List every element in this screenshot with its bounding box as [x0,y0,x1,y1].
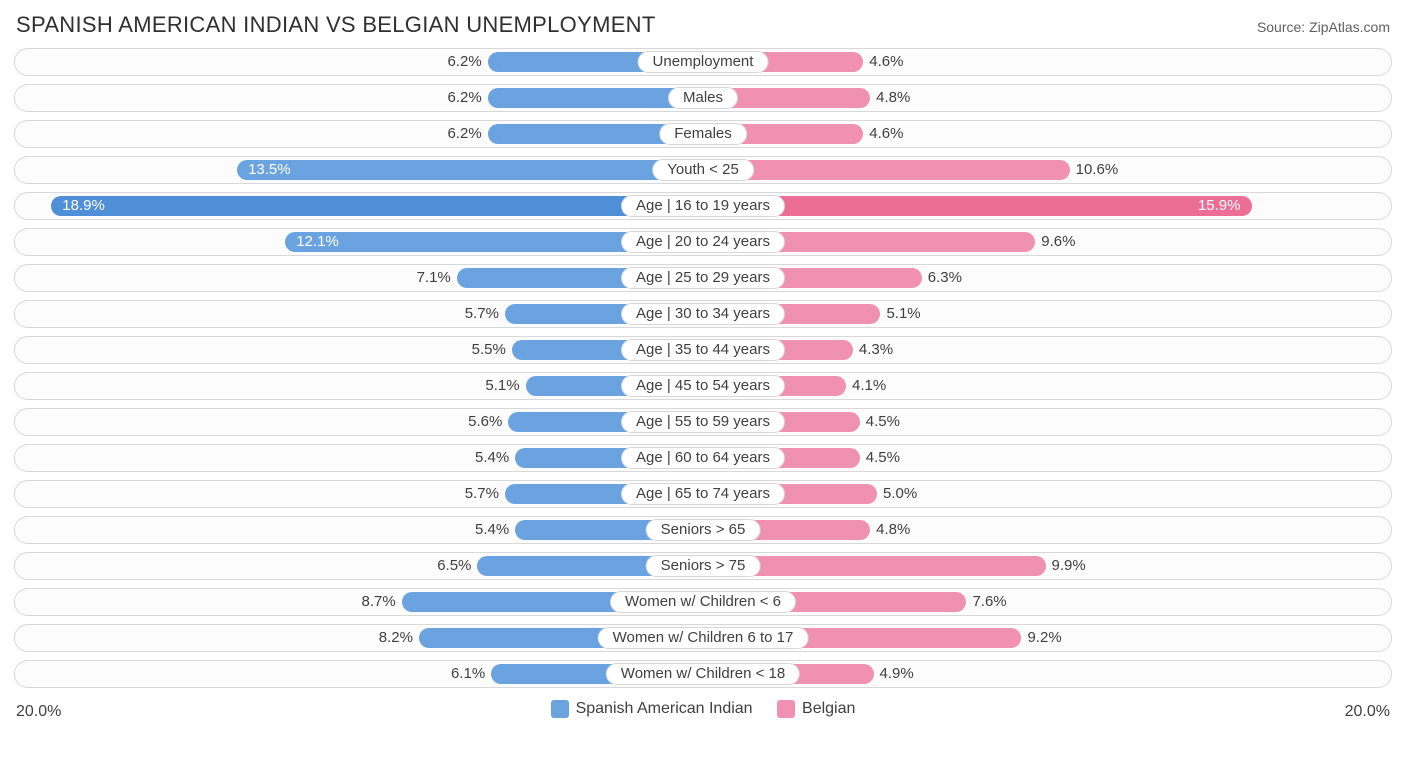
value-label-right: 4.1% [852,373,886,399]
value-label-left: 5.4% [475,445,509,471]
category-pill: Seniors > 65 [646,519,761,541]
legend-item-left: Spanish American Indian [551,700,753,718]
bar-right [705,160,1070,180]
chart-rows: 6.2% 4.6% Unemployment 6.2% 4.8% Males 6.2% 4.6… [14,48,1392,688]
chart-row: 18.9% 15.9% Age | 16 to 19 years [14,192,1392,220]
legend-label-left: Spanish American Indian [576,700,753,718]
value-label-right: 4.5% [866,409,900,435]
category-pill: Age | 20 to 24 years [621,231,785,253]
value-label-right: 9.9% [1052,553,1086,579]
value-label-right: 10.6% [1076,157,1119,183]
category-pill: Age | 65 to 74 years [621,483,785,505]
value-label-right: 4.5% [866,445,900,471]
value-label-right: 6.3% [928,265,962,291]
value-label-right: 4.3% [859,337,893,363]
value-label-right: 9.2% [1027,625,1061,651]
value-label-right: 5.0% [883,481,917,507]
legend-swatch-right [777,700,795,718]
category-pill: Age | 16 to 19 years [621,195,785,217]
chart-row: 5.1% 4.1% Age | 45 to 54 years [14,372,1392,400]
value-label-left: 5.6% [468,409,502,435]
category-pill: Age | 35 to 44 years [621,339,785,361]
value-label-left: 5.1% [485,373,519,399]
chart-footer: 20.0% Spanish American Indian Belgian 20… [14,696,1392,723]
value-label-left: 7.1% [417,265,451,291]
value-label-left: 5.5% [472,337,506,363]
value-label-right: 4.6% [869,49,903,75]
value-label-left: 6.5% [437,553,471,579]
value-label-left: 6.2% [448,85,482,111]
chart-header: SPANISH AMERICAN INDIAN VS BELGIAN UNEMP… [14,8,1392,48]
axis-max-right: 20.0% [1345,703,1390,721]
chart-legend: Spanish American Indian Belgian [61,700,1344,723]
category-pill: Women w/ Children < 6 [610,591,796,613]
value-label-left: 8.7% [362,589,396,615]
chart-row: 13.5% 10.6% Youth < 25 [14,156,1392,184]
chart-row: 5.5% 4.3% Age | 35 to 44 years [14,336,1392,364]
value-label-left: 5.7% [465,301,499,327]
value-label-left: 5.4% [475,517,509,543]
chart-row: 5.7% 5.1% Age | 30 to 34 years [14,300,1392,328]
chart-row: 7.1% 6.3% Age | 25 to 29 years [14,264,1392,292]
chart-source: Source: ZipAtlas.com [1257,19,1390,35]
bar-left [237,160,701,180]
value-label-right: 4.9% [880,661,914,687]
chart-row: 5.4% 4.5% Age | 60 to 64 years [14,444,1392,472]
category-pill: Age | 55 to 59 years [621,411,785,433]
category-pill: Women w/ Children < 18 [606,663,800,685]
category-pill: Women w/ Children 6 to 17 [598,627,809,649]
value-label-right: 4.6% [869,121,903,147]
axis-max-left: 20.0% [16,703,61,721]
chart-row: 6.1% 4.9% Women w/ Children < 18 [14,660,1392,688]
value-label-left: 6.2% [448,121,482,147]
chart-row: 5.7% 5.0% Age | 65 to 74 years [14,480,1392,508]
value-label-left: 12.1% [296,229,339,255]
category-pill: Males [668,87,738,109]
value-label-right: 15.9% [1198,193,1241,219]
chart-row: 5.4% 4.8% Seniors > 65 [14,516,1392,544]
chart-row: 12.1% 9.6% Age | 20 to 24 years [14,228,1392,256]
value-label-left: 13.5% [248,157,291,183]
category-pill: Age | 45 to 54 years [621,375,785,397]
category-pill: Age | 60 to 64 years [621,447,785,469]
chart-row: 6.2% 4.6% Females [14,120,1392,148]
value-label-left: 5.7% [465,481,499,507]
category-pill: Unemployment [638,51,769,73]
chart-row: 8.7% 7.6% Women w/ Children < 6 [14,588,1392,616]
value-label-right: 4.8% [876,517,910,543]
value-label-right: 4.8% [876,85,910,111]
chart-row: 5.6% 4.5% Age | 55 to 59 years [14,408,1392,436]
bar-left [51,196,701,216]
chart-row: 6.2% 4.6% Unemployment [14,48,1392,76]
legend-label-right: Belgian [802,700,855,718]
chart-row: 8.2% 9.2% Women w/ Children 6 to 17 [14,624,1392,652]
chart-title: SPANISH AMERICAN INDIAN VS BELGIAN UNEMP… [16,12,656,38]
value-label-right: 9.6% [1041,229,1075,255]
category-pill: Age | 30 to 34 years [621,303,785,325]
category-pill: Age | 25 to 29 years [621,267,785,289]
value-label-right: 5.1% [886,301,920,327]
category-pill: Youth < 25 [652,159,754,181]
bar-right [705,196,1252,216]
chart-row: 6.2% 4.8% Males [14,84,1392,112]
value-label-left: 6.2% [448,49,482,75]
chart-row: 6.5% 9.9% Seniors > 75 [14,552,1392,580]
value-label-right: 7.6% [972,589,1006,615]
legend-swatch-left [551,700,569,718]
value-label-left: 8.2% [379,625,413,651]
value-label-left: 18.9% [62,193,105,219]
category-pill: Seniors > 75 [646,555,761,577]
value-label-left: 6.1% [451,661,485,687]
category-pill: Females [659,123,747,145]
legend-item-right: Belgian [777,700,855,718]
